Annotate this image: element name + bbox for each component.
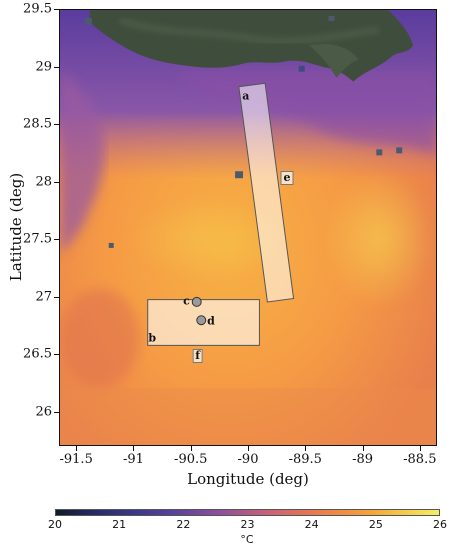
cloud-mask-6 <box>235 171 244 179</box>
colorbar-tick-label: 21 <box>112 518 127 531</box>
y-tick-label: 27.5 <box>23 231 52 247</box>
x-tick-label: -89.5 <box>288 452 322 467</box>
y-tick-label: 27 <box>35 289 52 304</box>
x-tick-label: -91 <box>122 452 144 467</box>
x-tick-mark <box>362 446 364 451</box>
colorbar-tick-label: 24 <box>304 518 319 531</box>
y-tick-label: 29.5 <box>23 1 52 17</box>
colorbar-tick-label: 25 <box>368 518 383 531</box>
region-a-strip[interactable] <box>238 82 295 303</box>
x-tick-label: -89 <box>352 452 373 467</box>
x-tick-label: -91.5 <box>59 452 93 467</box>
y-tick-label: 28.5 <box>23 116 52 132</box>
sst-map-image <box>60 10 436 445</box>
region-b-label: b <box>148 331 157 345</box>
delta-lobe <box>308 43 359 78</box>
colorbar-tick-label: 20 <box>48 518 62 531</box>
warm-eddy-east <box>323 169 434 309</box>
colorbar-tick-label: 23 <box>240 518 255 531</box>
cool-patch-southwest <box>60 288 140 389</box>
x-tick-mark <box>419 446 421 451</box>
x-tick-mark <box>248 446 249 451</box>
x-tick-mark <box>190 446 192 451</box>
x-tick-mark <box>305 446 307 451</box>
y-tick-label: 29 <box>35 59 52 74</box>
cloud-mask-7 <box>298 65 305 72</box>
cloud-mask-2 <box>328 15 335 21</box>
x-tick-label: -90.5 <box>174 452 208 467</box>
x-tick-mark <box>133 446 135 451</box>
y-tick-mark <box>54 181 59 183</box>
y-tick-mark <box>54 411 59 413</box>
y-tick-mark <box>54 9 59 10</box>
y-tick-label: 26 <box>35 404 52 419</box>
dark-south-edge <box>60 388 436 445</box>
x-tick-mark <box>76 446 78 451</box>
label-f-box: f <box>192 349 203 364</box>
y-tick-mark <box>54 124 59 125</box>
point-d-marker[interactable] <box>196 315 207 326</box>
colorbar-unit: °C <box>240 533 254 546</box>
point-c-label: c <box>183 294 190 308</box>
cool-plume-west <box>60 69 105 259</box>
warm-eddy-center <box>129 199 289 279</box>
point-c-marker[interactable] <box>191 296 202 307</box>
x-axis-label: Longitude (deg) <box>187 470 309 488</box>
x-tick-label: -88.5 <box>403 452 437 467</box>
land-texture <box>118 17 379 45</box>
y-tick-label: 26.5 <box>23 346 52 362</box>
colorbar <box>55 509 440 516</box>
y-tick-mark <box>54 66 59 68</box>
sst-map <box>59 9 437 446</box>
y-tick-mark <box>54 239 59 240</box>
point-d-label: d <box>207 314 215 328</box>
colorbar-tick-label: 22 <box>176 518 191 531</box>
y-axis-label: Latitude (deg) <box>7 172 25 282</box>
region-a-label: a <box>242 89 250 103</box>
y-tick-mark <box>54 354 59 355</box>
label-e-box: e <box>280 171 294 186</box>
colorbar-tick-label: 26 <box>433 518 447 531</box>
cloud-mask-3 <box>376 149 383 156</box>
x-tick-label: -90 <box>237 452 259 467</box>
cloud-mask-1 <box>84 17 92 25</box>
y-tick-mark <box>54 296 59 298</box>
cloud-mask-4 <box>396 147 403 154</box>
y-tick-label: 28 <box>35 174 52 189</box>
cloud-mask-5 <box>108 242 114 248</box>
